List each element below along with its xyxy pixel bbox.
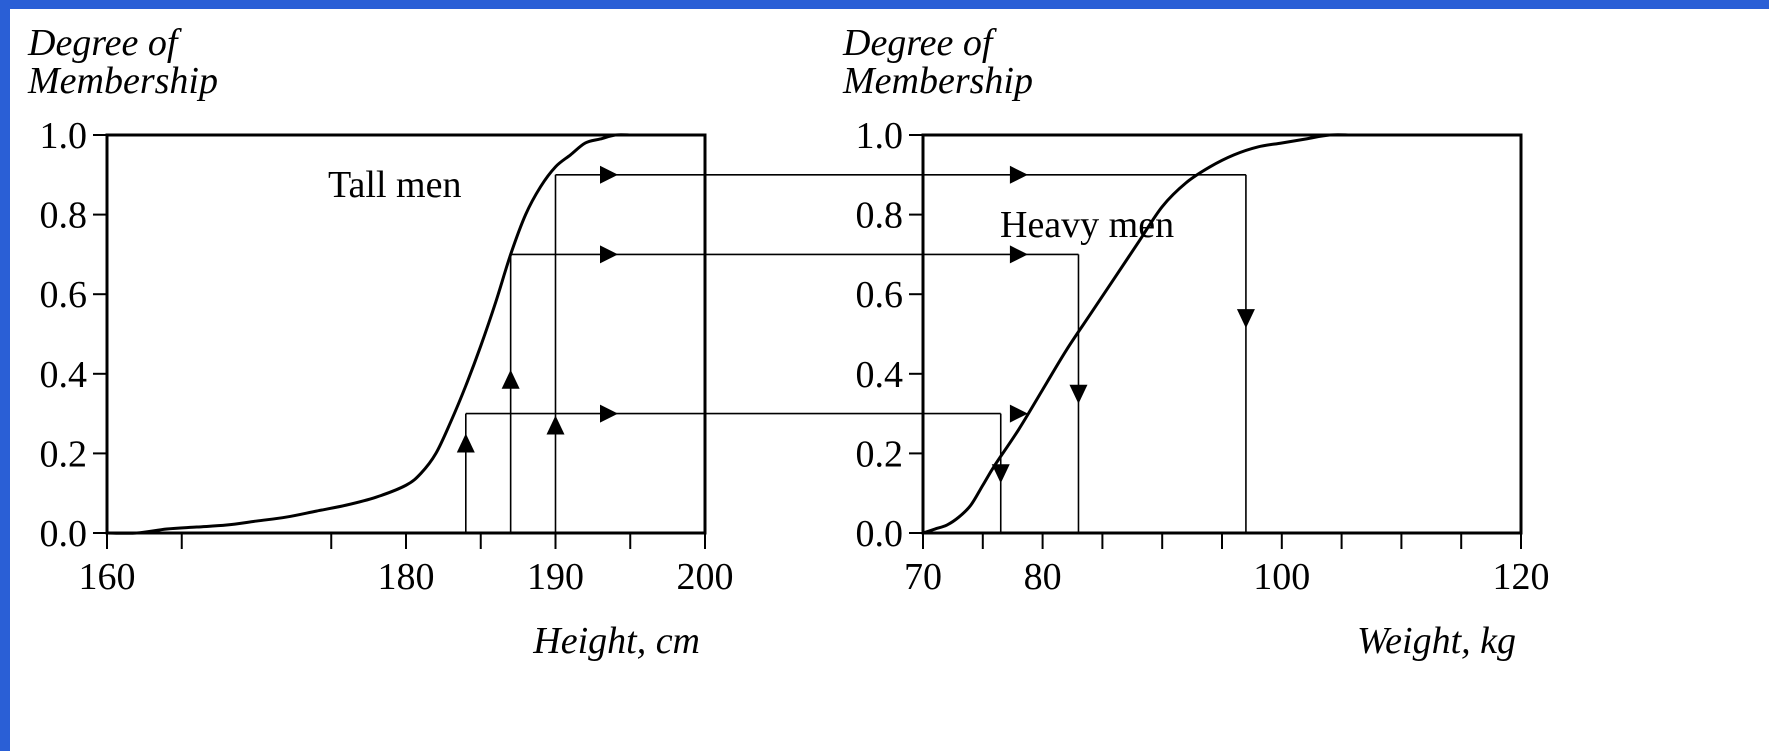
x-tick-label: 80 [1024,556,1062,598]
x-tick-label: 180 [378,556,435,598]
mapping-arrows [456,165,1255,533]
y-axis-label: Membership [842,60,1033,102]
y-tick-label: 0.4 [856,354,904,396]
y-tick-label: 0.8 [856,195,904,237]
membership-curve [106,133,631,535]
curve-annotation: Heavy men [1000,204,1174,246]
arrowhead-right [600,245,618,264]
y-tick-label: 0.0 [856,513,904,555]
arrowhead-right [600,165,618,184]
y-axis-label: Degree of [842,22,997,64]
arrowhead-right [1009,404,1028,423]
arrowhead-up [456,433,475,453]
y-tick-label: 0.0 [40,513,88,555]
x-tick-label: 200 [677,556,734,598]
arrowhead-up [546,415,565,435]
figure-panel: Degree of Membership 0.0 0.2 0.4 0.6 0.8 1.0 160… [10,9,1769,751]
arrowhead-right [600,404,618,423]
y-tick-label: 0.2 [856,433,904,475]
curve-annotation: Tall men [328,164,461,206]
x-tick-label: 120 [1493,556,1550,598]
fuzzy-sets-chart: Degree ofMembership0.00.20.40.60.81.0160… [27,22,1550,662]
x-tick-label: 70 [904,556,942,598]
x-axis-label: Height, cm [532,620,700,662]
arrowhead-up [501,369,520,389]
y-tick-label: 0.6 [40,274,88,316]
arrowhead-right [1009,245,1028,264]
y-axis-label: Degree of [27,22,182,64]
y-axis-label: Membership [27,60,218,102]
x-tick-label: 100 [1253,556,1310,598]
y-tick-label: 1.0 [856,115,904,157]
y-tick-label: 1.0 [40,115,88,157]
membership-curve [922,133,1426,535]
arrowhead-down [991,464,1010,484]
x-tick-label: 160 [79,556,136,598]
arrowhead-right [1009,165,1028,184]
arrowhead-down [1069,384,1088,404]
y-tick-label: 0.4 [40,354,88,396]
y-tick-label: 0.2 [40,433,88,475]
x-tick-label: 190 [527,556,584,598]
y-tick-label: 0.6 [856,274,904,316]
x-axis-label: Weight, kg [1357,620,1516,662]
y-tick-label: 0.8 [40,195,88,237]
arrowhead-down [1236,309,1255,329]
plot-frame [921,133,1523,535]
